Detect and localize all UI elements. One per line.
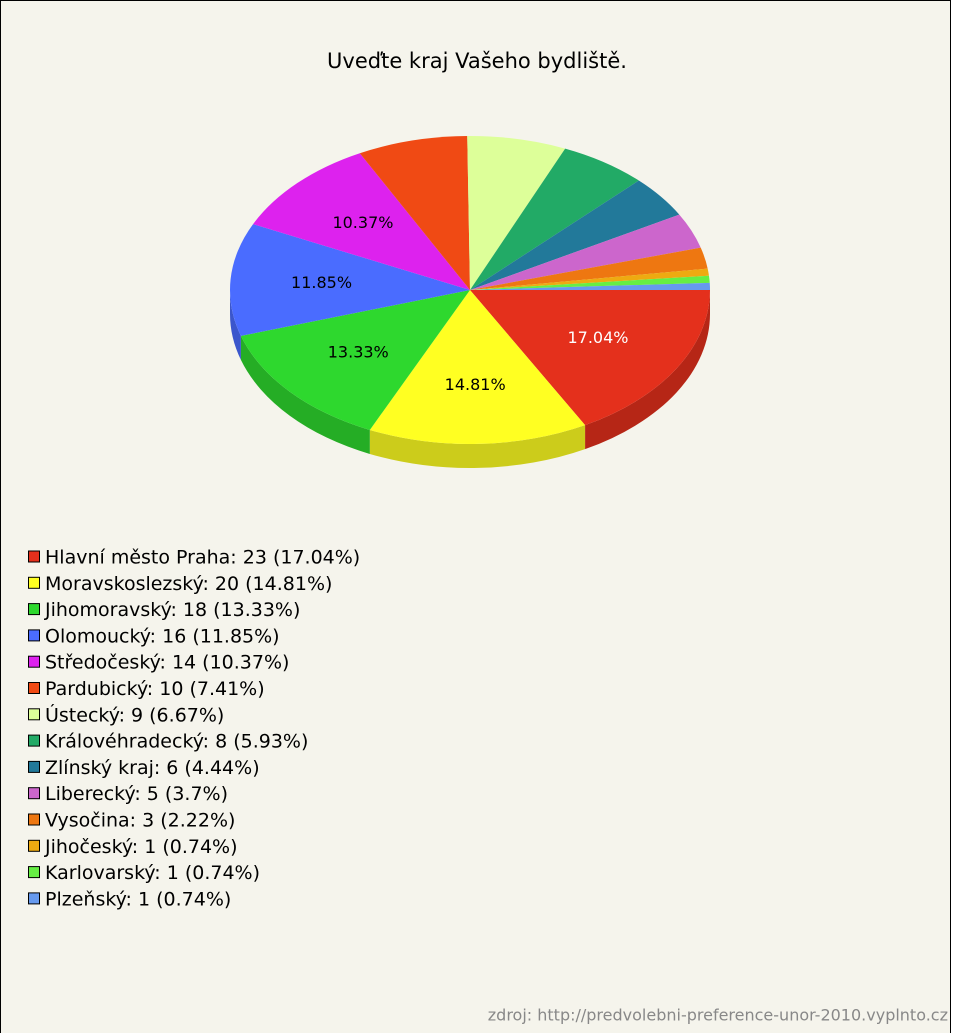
legend-label: Jihomoravský: 18 (13.33%) <box>44 599 300 621</box>
legend-swatch <box>28 866 40 879</box>
legend-label: Zlínský kraj: 6 (4.44%) <box>45 757 260 779</box>
legend-swatch <box>28 682 40 694</box>
slice <box>369 290 586 444</box>
legend-swatch <box>28 787 40 800</box>
legend-swatch <box>28 708 40 721</box>
legend-label: Ústecký: 9 (6.67%) <box>45 702 224 726</box>
slice <box>470 247 708 290</box>
legend-swatch <box>28 760 40 773</box>
slice-label: 14.81% <box>445 375 506 394</box>
legend-label: Karlovarský: 1 (0.74%) <box>45 862 260 884</box>
slice <box>359 136 470 290</box>
slice-side <box>585 290 710 450</box>
legend-swatch <box>28 839 40 852</box>
legend-label: Plzeňský: 1 (0.74%) <box>45 888 231 910</box>
legend-swatch <box>28 734 40 747</box>
source-note: zdroj: http://predvolebni-preference-uno… <box>488 1006 948 1025</box>
legend-label: Královéhradecký: 8 (5.93%) <box>45 731 308 753</box>
slice <box>240 290 470 430</box>
slice <box>470 282 710 290</box>
slice-label: 10.37% <box>332 213 393 232</box>
slice <box>253 153 470 290</box>
slice <box>470 148 639 290</box>
slice <box>467 136 566 290</box>
legend-swatch <box>28 655 40 668</box>
legend-label: Jihočeský: 1 (0.74%) <box>44 836 238 858</box>
slice <box>470 290 710 426</box>
slice <box>470 268 709 290</box>
legend-label: Olomoucký: 16 (11.85%) <box>45 625 280 647</box>
legend-swatch <box>28 892 40 905</box>
legend-label: Moravskoslezský: 20 (14.81%) <box>45 573 332 595</box>
slice-label: 17.04% <box>567 328 628 347</box>
slice-side <box>230 290 241 360</box>
slice <box>229 224 470 336</box>
legend-label: Vysočina: 3 (2.22%) <box>45 810 235 832</box>
legend-swatch <box>28 813 40 826</box>
chart-title: Uveďte kraj Vašeho bydliště. <box>327 49 627 73</box>
legend-label: Hlavní město Praha: 23 (17.04%) <box>45 547 360 569</box>
slice-side <box>369 425 586 469</box>
legend-label: Pardubický: 10 (7.41%) <box>45 678 265 700</box>
slice-label: 11.85% <box>291 273 352 292</box>
legend-swatch <box>28 603 40 616</box>
slice <box>470 180 680 290</box>
legend-label: Středočeský: 14 (10.37%) <box>45 652 289 674</box>
legend-swatch <box>28 576 40 589</box>
slice <box>470 275 710 290</box>
legend-swatch <box>28 550 40 563</box>
slice-label: 13.33% <box>328 343 389 362</box>
legend-swatch <box>28 629 40 642</box>
slice <box>470 214 701 290</box>
legend-label: Liberecký: 5 (3.7%) <box>45 783 228 805</box>
slice-side <box>240 335 370 454</box>
